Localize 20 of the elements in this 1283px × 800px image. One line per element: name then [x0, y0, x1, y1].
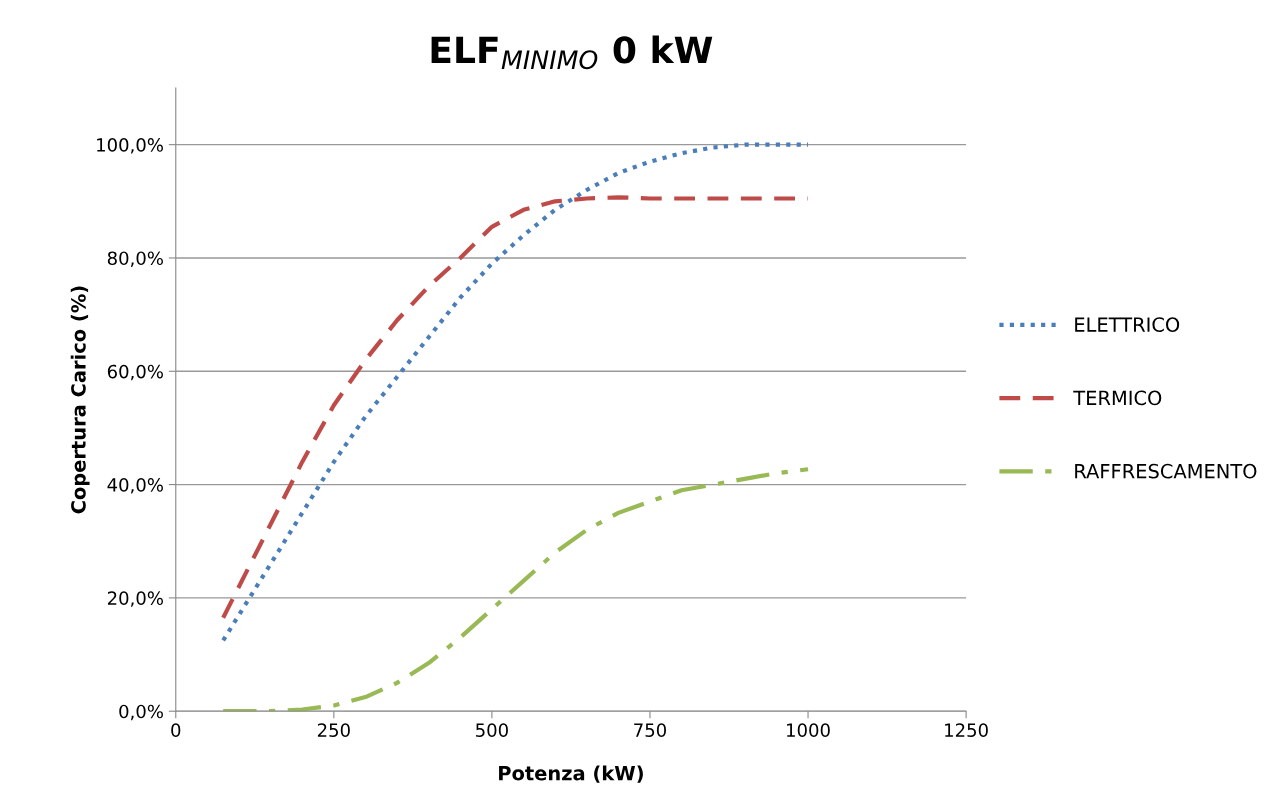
y-tick-label: 60,0%	[107, 364, 163, 381]
x-tick-label: 750	[634, 723, 666, 737]
y-tick-label: 80,0%	[107, 251, 163, 267]
x-tick-label: 1250	[945, 723, 988, 737]
y-tick-label: 100,0%	[97, 138, 163, 154]
line-series	[221, 142, 811, 643]
x-tick-label: 250	[317, 723, 350, 737]
legend-label: ELETTRICO	[1075, 317, 1180, 332]
chart-title: ELF$_{MINIMO}$ 0 kW	[431, 35, 713, 70]
legend-label: TERMICO	[1073, 390, 1162, 406]
x-tick-label: 1000	[787, 723, 830, 737]
line-series	[221, 467, 811, 712]
y-tick-label: 0,0%	[119, 704, 163, 721]
x-tick-label: 0	[171, 723, 181, 737]
y-tick-label: 20,0%	[107, 591, 163, 607]
x-axis-title: Potenza (kW)	[499, 765, 643, 783]
x-tick-label: 500	[476, 723, 508, 737]
y-axis-title: Copertura Carico (%)	[70, 286, 90, 514]
legend-label: RAFFRESCAMENTO	[1075, 463, 1257, 479]
y-tick-label: 40,0%	[107, 478, 163, 494]
